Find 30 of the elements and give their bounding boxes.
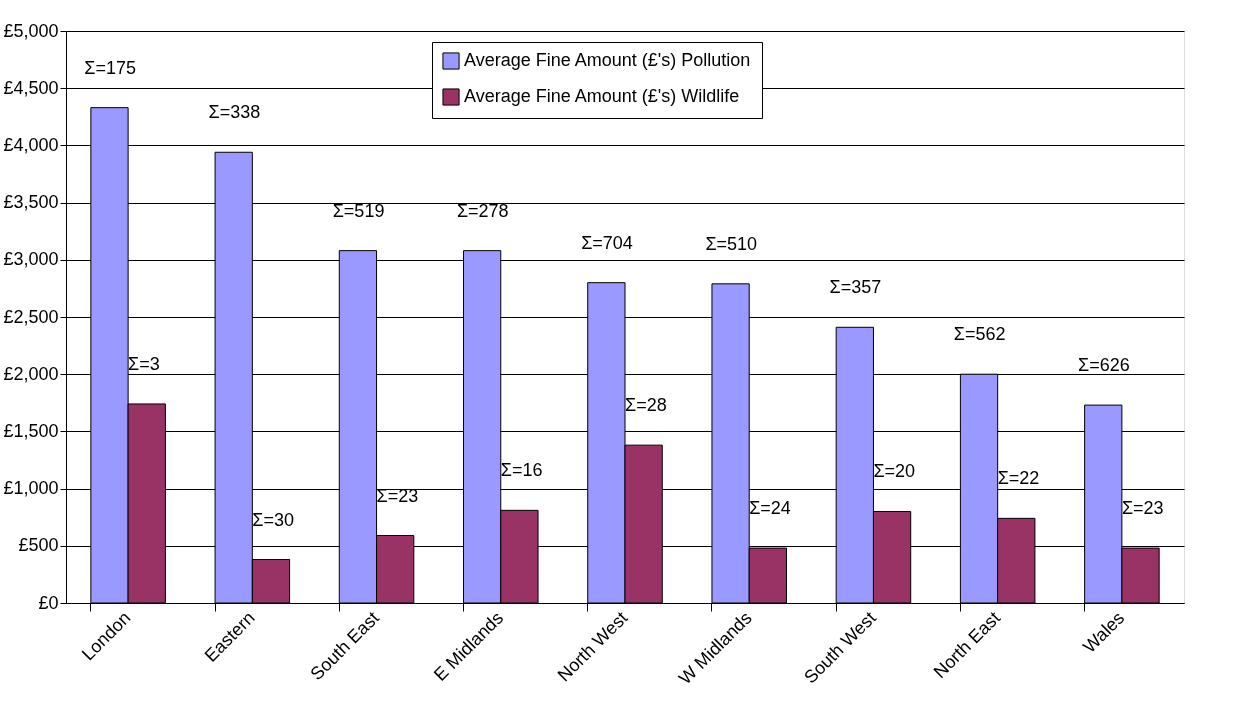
annotation: Σ=28 [625, 395, 667, 416]
annotation: Σ=22 [997, 468, 1040, 489]
legend-label: Average Fine Amount (£'s) Wildlife [464, 86, 740, 106]
y-tick-label: £3,500 [3, 192, 59, 213]
annotation: Σ=357 [829, 277, 882, 298]
annotation: Σ=175 [84, 57, 136, 78]
y-tick-label: £5,000 [3, 20, 59, 41]
annotation: Σ=278 [456, 200, 509, 221]
y-tick-label: £2,500 [3, 306, 59, 327]
y-tick-label: £4,000 [3, 134, 59, 155]
annotation: Σ=510 [705, 233, 758, 254]
y-tick-label: £500 [18, 535, 59, 556]
annotation: Σ=562 [953, 324, 1006, 345]
annotation: Σ=338 [208, 102, 261, 123]
annotation: Σ=3 [128, 353, 160, 374]
y-tick-label: £1,000 [3, 478, 59, 499]
annotation: Σ=519 [332, 200, 385, 221]
annotation: Σ=20 [873, 461, 916, 482]
annotation: Σ=626 [1078, 355, 1130, 376]
legend-label: Average Fine Amount (£'s) Pollution [464, 50, 751, 70]
annotation: Σ=24 [749, 498, 791, 519]
y-tick-label: £2,000 [3, 363, 59, 384]
y-tick-label: £1,500 [3, 420, 59, 441]
annotation: Σ=704 [581, 232, 633, 253]
y-tick-label: £3,000 [3, 249, 59, 270]
annotation: Σ=23 [1121, 498, 1164, 519]
y-tick-label: £4,500 [3, 77, 59, 98]
annotation: Σ=30 [252, 509, 295, 530]
annotation: Σ=16 [500, 460, 543, 481]
y-tick-label: £0 [38, 592, 59, 613]
